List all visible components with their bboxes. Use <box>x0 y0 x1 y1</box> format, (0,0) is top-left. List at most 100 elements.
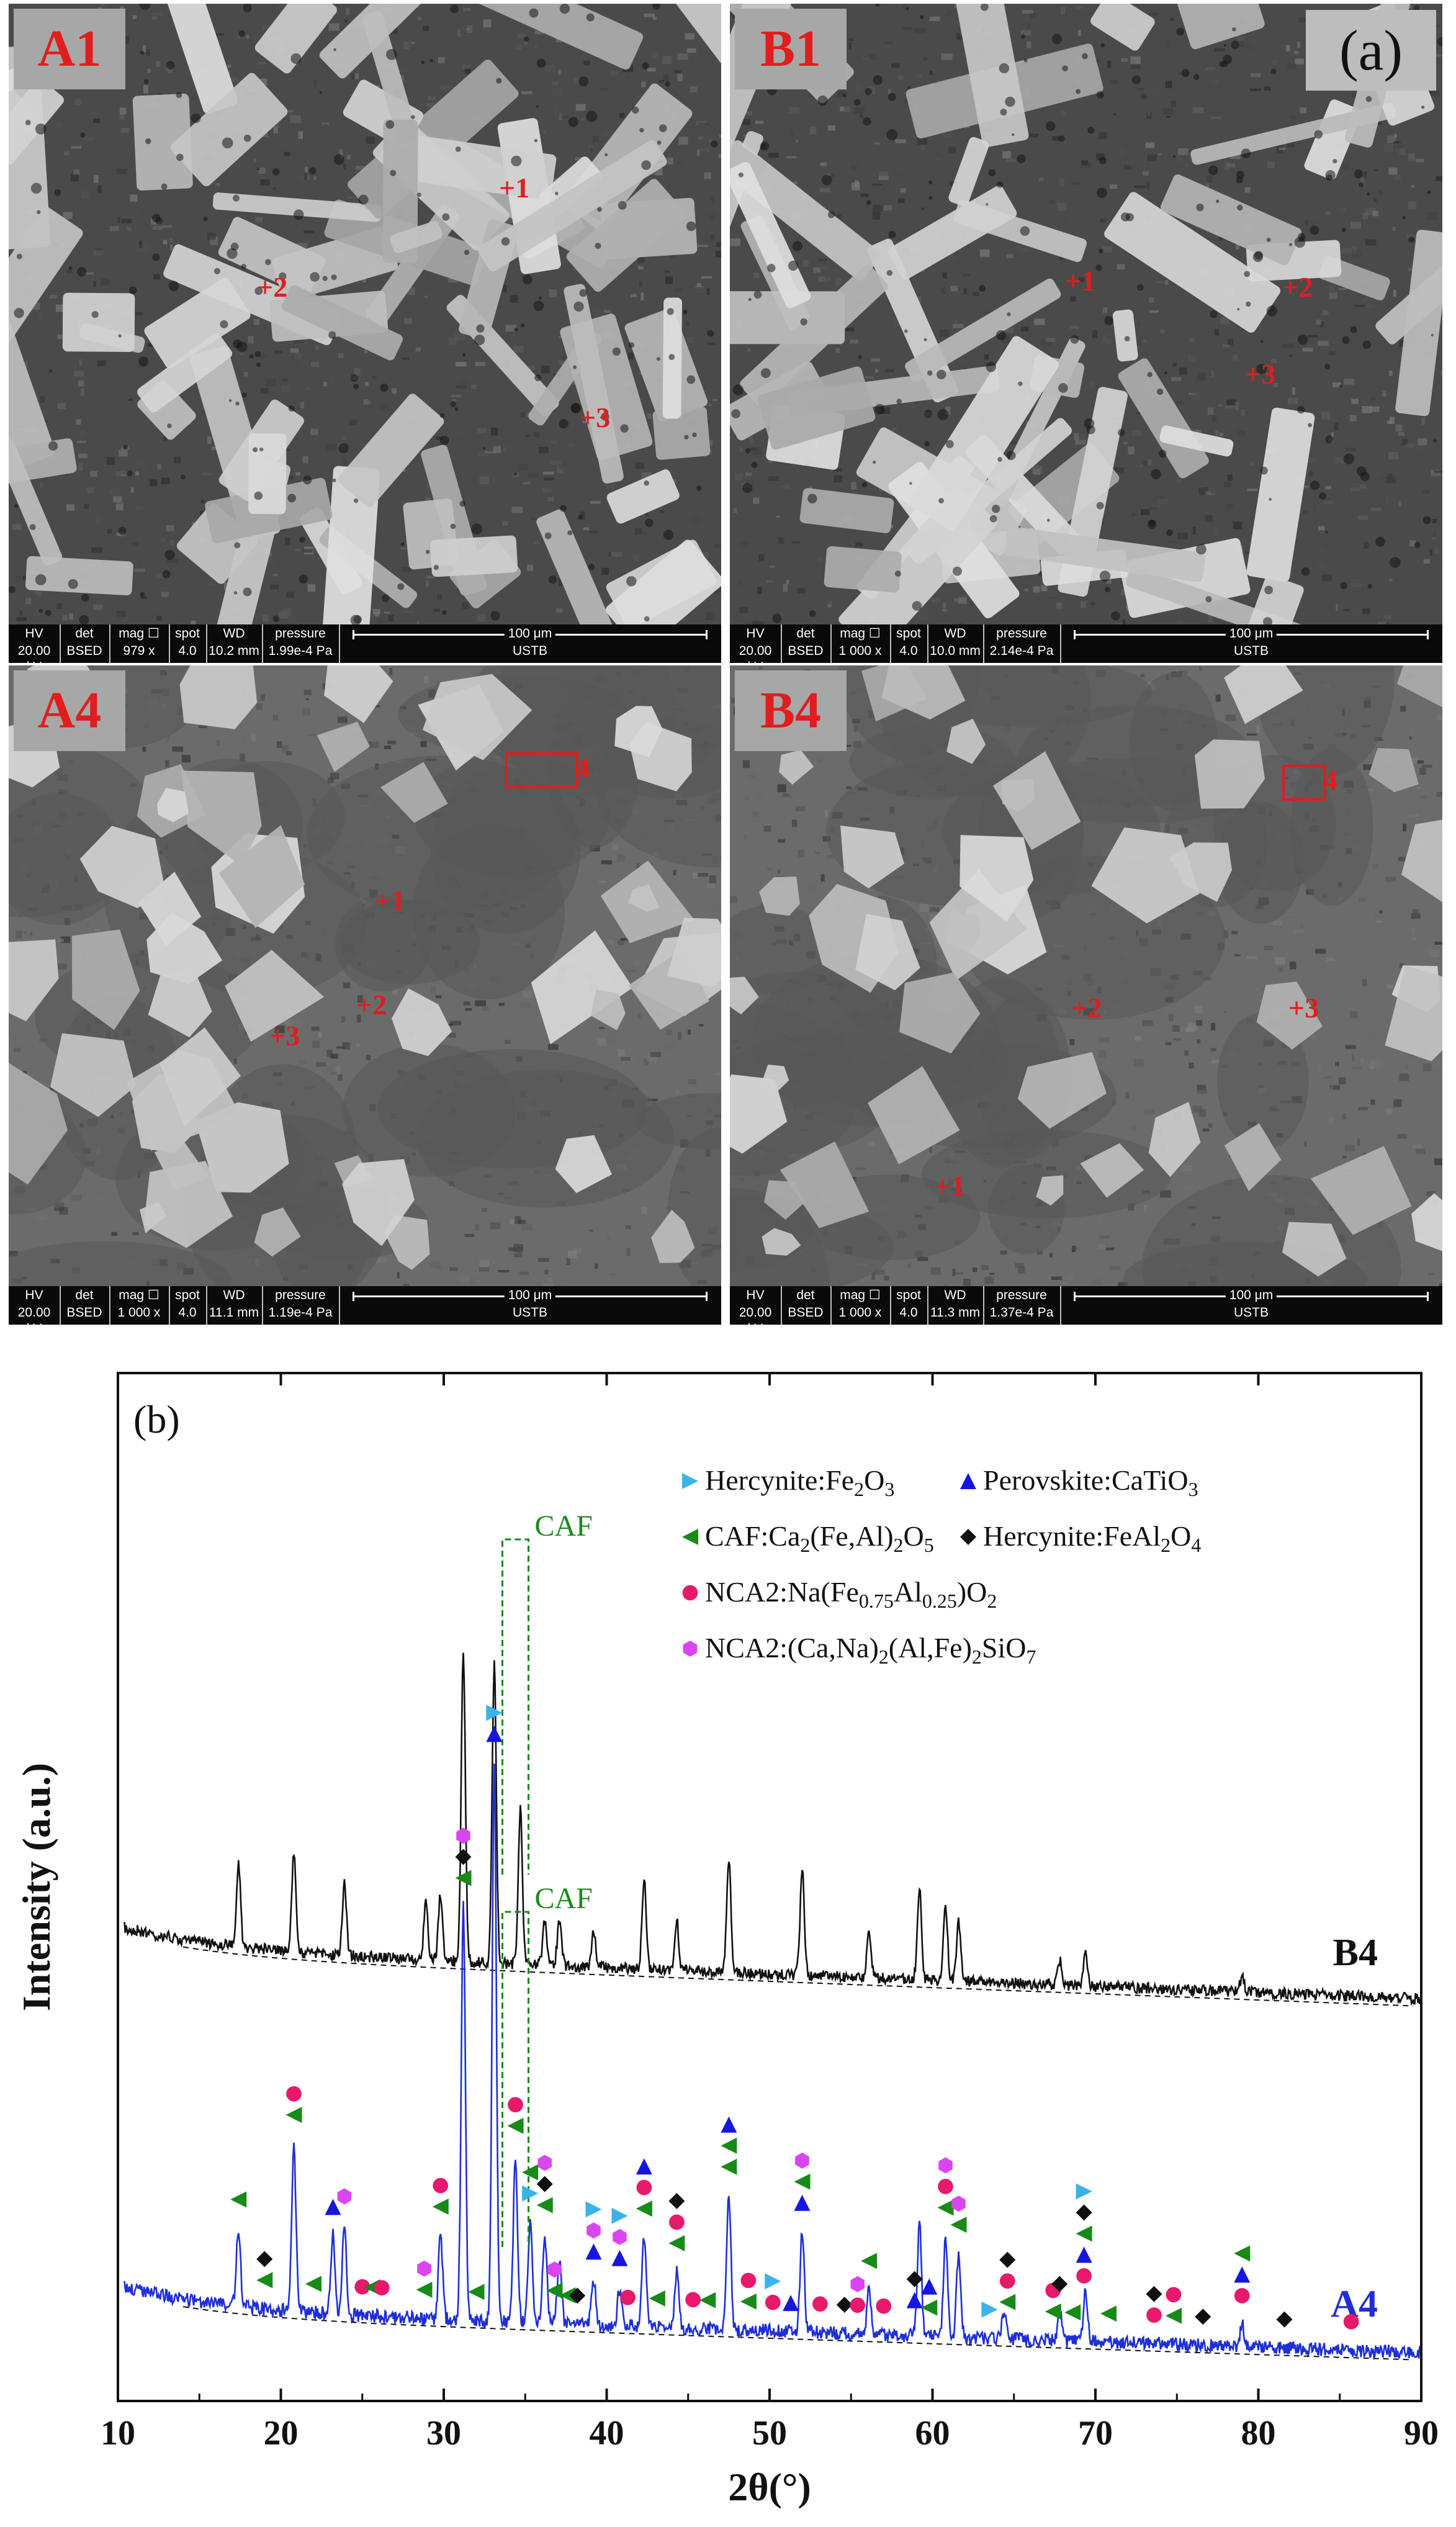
phase-marker-tri-left <box>507 2117 524 2134</box>
sem-panel-a4: A4 4 +1 +2 +3 HV 20.00 kV det BSED mag ☐ 1 00… <box>9 665 721 1325</box>
databar-value: 1 000 x <box>117 1305 161 1320</box>
databar-value: 4.0 <box>899 1305 918 1320</box>
phase-marker-diamond <box>455 1849 472 1865</box>
caf-annotations: CAF CAF <box>501 1510 593 2247</box>
phase-marker-diamond <box>1195 2309 1211 2325</box>
analysis-spot-3: +3 <box>1245 358 1276 390</box>
databar-cell: mag ☐ 1 000 x <box>830 1286 891 1325</box>
legend-entry: Perovskite:CaTiO3 <box>983 1464 1198 1500</box>
x-tick-label: 60 <box>915 2414 950 2453</box>
phase-marker-tri-left <box>1045 2303 1061 2320</box>
phase-marker-tri-left <box>256 2272 273 2289</box>
legend-entry: CAF:Ca2(Fe,Al)2O5 <box>705 1520 934 1556</box>
databar-cell: pressure 1.19e-4 Pa <box>262 1286 340 1325</box>
phase-marker-tri-up <box>960 1473 976 1489</box>
phase-marker-tri-up <box>1076 2246 1092 2263</box>
legend-text-part: NCA2:Na(Fe <box>705 1576 859 1608</box>
phase-marker-circle <box>669 2214 685 2230</box>
phase-marker-circle <box>1146 2307 1162 2323</box>
panel-tag: A1 <box>14 9 125 89</box>
databar-label: spot <box>896 1288 921 1302</box>
databar-label: det <box>75 626 94 641</box>
scale-bar-cell: 100 μm USTB <box>1060 1286 1442 1325</box>
databar-label: WD <box>223 1288 245 1302</box>
x-tick-label: 30 <box>426 2414 461 2453</box>
phase-marker-circle <box>354 2279 371 2295</box>
databar-cell: pressure 2.14e-4 Pa <box>983 624 1061 663</box>
phase-marker-tri-up <box>783 2295 799 2312</box>
phase-marker-tri-up <box>636 2158 652 2175</box>
analysis-spot-2: +2 <box>1282 271 1313 303</box>
phase-marker-circle <box>685 2292 701 2308</box>
sem-micrograph-a4 <box>9 665 721 1286</box>
sem-micrograph-b1 <box>730 4 1442 624</box>
x-tick-label: 20 <box>264 2414 299 2453</box>
sem-databar: HV 20.00 kV det BSED mag ☐ 1 000 x spot 4.0 WD 11… <box>9 1286 721 1325</box>
phase-marker-tri-left <box>721 2137 737 2154</box>
legend-subscript: 3 <box>884 1478 894 1500</box>
databar-label: HV <box>25 1288 43 1302</box>
legend-text-part: Hercynite:Fe <box>705 1464 854 1496</box>
background-line <box>182 2306 1413 2361</box>
databar-value: 1.37e-4 Pa <box>989 1305 1054 1320</box>
phase-marker-hexagon <box>547 2261 562 2278</box>
legend-text-part: CAF:Ca <box>705 1520 800 1552</box>
phase-marker-tri-left <box>921 2299 938 2316</box>
phase-marker-tri-left <box>999 2294 1016 2310</box>
databar-label: det <box>796 626 815 641</box>
phase-marker-tri-left <box>937 2199 954 2216</box>
phase-marker-tri-left <box>794 2173 811 2190</box>
databar-label: pressure <box>996 626 1047 641</box>
scale-bar-label: 100 μm <box>1225 626 1277 642</box>
phase-marker-diamond <box>668 2192 685 2209</box>
legend-subscript: 2 <box>987 1590 997 1612</box>
phase-marker-tri-right <box>682 1473 698 1489</box>
phase-marker-circle <box>620 2289 636 2305</box>
legend-text-part: O <box>864 1464 884 1496</box>
databar-cell: mag ☐ 979 x <box>109 624 170 663</box>
scale-bar-cell: 100 μm USTB <box>339 1286 721 1325</box>
phase-marker-hexagon <box>795 2152 809 2169</box>
x-tick-label: 50 <box>752 2414 787 2453</box>
institution-label: USTB <box>512 1305 547 1320</box>
databar-cell: det BSED <box>60 1286 110 1325</box>
databar-label: HV <box>746 626 765 641</box>
phase-marker-circle <box>1234 2288 1250 2304</box>
phase-marker-tri-right <box>611 2207 628 2224</box>
phase-marker-tri-left <box>1076 2225 1092 2242</box>
databar-label: HV <box>25 626 43 641</box>
phase-marker-circle <box>765 2294 781 2310</box>
sem-panel-b1: B1 (a) +1 +2 +3 HV 20.00 kV det BSED mag ☐ 1 … <box>730 4 1442 663</box>
caf-label: CAF <box>535 1882 593 1915</box>
plot-frame <box>117 1372 1422 2402</box>
curve-label: B4 <box>1333 1932 1378 1974</box>
phase-marker-hexagon <box>850 2276 865 2292</box>
scale-bar-label: 100 μm <box>504 626 556 642</box>
phase-marker-tri-left <box>668 2235 685 2251</box>
databar-value: 20.00 kV <box>739 1305 772 1325</box>
databar-value: 4.0 <box>178 644 197 658</box>
databar-cell: WD 10.2 mm <box>206 624 263 663</box>
databar-label: WD <box>944 1288 966 1302</box>
analysis-spot-1: +1 <box>935 1170 966 1202</box>
legend-subscript: 3 <box>1189 1478 1198 1500</box>
legend-subscript: 0.25 <box>922 1590 957 1612</box>
y-axis-title: Intensity (a.u.) <box>14 1763 58 2011</box>
legend-subscript: 0.75 <box>859 1590 894 1612</box>
analysis-spot-3: +3 <box>269 1020 300 1052</box>
legend-subscript: 2 <box>800 1534 810 1556</box>
databar-cell: HV 20.00 kV <box>9 624 61 663</box>
databar-cell: det BSED <box>781 1286 832 1325</box>
phase-marker-hexagon <box>456 1827 470 1844</box>
legend-entry: Hercynite:Fe2O3 <box>705 1464 894 1500</box>
background-line <box>182 1946 1413 2007</box>
phase-marker-tri-left <box>721 2158 737 2175</box>
phase-marker-tri-up <box>585 2243 602 2260</box>
phase-marker-tri-right <box>981 2301 998 2318</box>
databar-cell: spot 4.0 <box>890 624 928 663</box>
databar-cell: det BSED <box>781 624 832 663</box>
databar-cell: pressure 1.99e-4 Pa <box>262 624 340 663</box>
phase-marker-tri-left <box>455 1870 472 1886</box>
legend-text-part: (Al,Fe) <box>889 1632 972 1664</box>
phase-marker-hexagon <box>417 2260 431 2277</box>
